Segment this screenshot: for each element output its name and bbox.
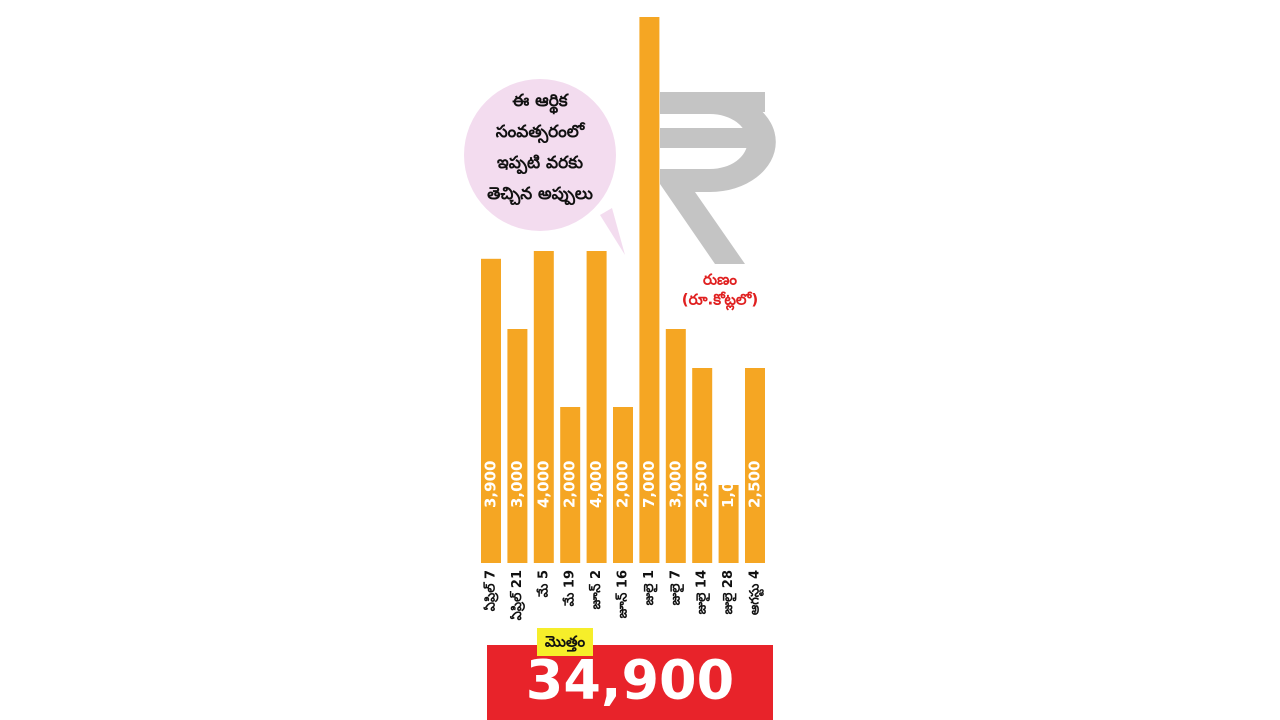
rupee-symbol [660, 92, 776, 264]
unit-label: రుణం [703, 271, 737, 289]
value-label: 1,000 [719, 461, 737, 508]
bubble-tail [600, 208, 625, 255]
bar [481, 258, 501, 563]
value-label: 4,000 [587, 461, 605, 508]
x-tick-label: జూన్ 16 [615, 570, 631, 618]
x-tick-label: జులై 14 [695, 570, 711, 614]
x-tick-label: మే 19 [562, 570, 578, 606]
x-tick-label: ఆగస్టు 4 [748, 570, 765, 615]
x-tick-label: జులై 28 [721, 570, 737, 614]
bar [533, 251, 554, 563]
total-value: 34,900 [526, 649, 734, 712]
total-box [487, 645, 773, 720]
unit-label: (రూ.కోట్లలో) [682, 291, 758, 311]
total-label: మొత్తం [545, 633, 586, 653]
bar [665, 329, 686, 563]
value-label: 4,000 [534, 461, 552, 508]
value-label: 2,500 [746, 461, 764, 508]
value-label: 7,000 [640, 461, 658, 508]
x-tick-label: ఏప్రిల్ 7 [483, 570, 499, 611]
bar [718, 485, 739, 563]
x-tick-label: జూన్ 2 [588, 570, 604, 609]
annotation-bubble [464, 79, 616, 231]
total-tag [537, 628, 593, 656]
x-tick-label: జులై 7 [668, 570, 684, 605]
bar [586, 251, 607, 563]
bar [560, 407, 581, 563]
x-tick-label: ఏప్రిల్ 21 [509, 570, 525, 620]
value-label: 3,000 [666, 461, 684, 508]
value-label: 3,900 [482, 461, 500, 508]
value-label: 3,000 [508, 461, 526, 508]
bar [613, 407, 633, 563]
bar [639, 17, 660, 563]
annotation-line: సంవత్సరంలో [496, 122, 586, 144]
annotation-text: ఈ ఆర్థికసంవత్సరంలోఇప్పటి వరకుతెచ్చిన అప్… [487, 91, 593, 206]
x-tick-label: జులై 1 [642, 570, 658, 605]
value-label: 2,000 [614, 461, 632, 508]
bar [745, 368, 765, 563]
bar [692, 368, 713, 563]
x-tick-label: మే 5 [535, 570, 551, 597]
bar [507, 329, 528, 563]
value-label: 2,000 [561, 461, 579, 508]
annotation-line: తెచ్చిన అప్పులు [487, 184, 593, 206]
annotation-line: ఇప్పటి వరకు [497, 153, 583, 175]
value-label: 2,500 [693, 461, 711, 508]
